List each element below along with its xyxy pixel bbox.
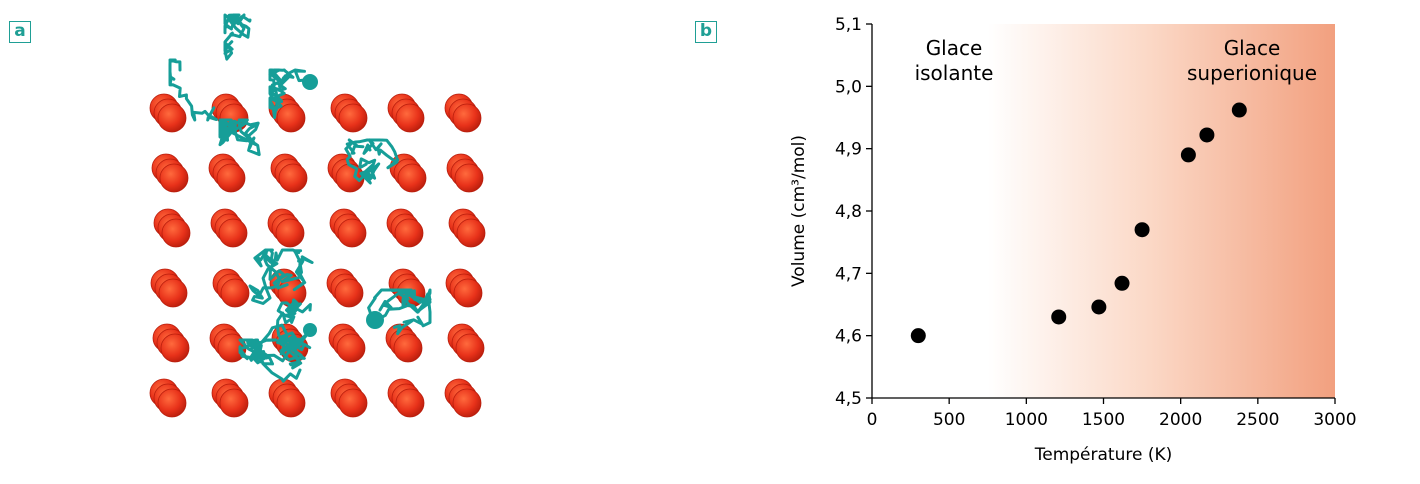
y-tick-label: 4,8 [835,202,862,222]
y-tick-label: 4,7 [835,264,862,284]
y-axis-label: Volume (cm³/mol) [789,135,809,287]
data-point [1180,147,1196,163]
oxygen-atom-cluster [210,208,248,248]
proton-cluster [366,311,384,329]
oxygen-atom-cluster [445,268,483,308]
proton-trajectory [367,288,432,336]
data-point [1091,299,1107,315]
panel-b-label: b [695,21,717,43]
annotation-superionic-ice-line1: Glace [1224,36,1281,60]
proton-trajectory [223,13,252,61]
oxygen-atom-cluster [150,268,188,308]
oxygen-atom-cluster [330,378,368,418]
proton-trajectory [218,118,261,157]
proton-trajectory [268,68,307,119]
x-tick-label: 2500 [1236,410,1279,430]
oxygen-atom-cluster [267,208,305,248]
proton-trajectory [168,58,218,122]
y-tick-label: 4,5 [835,389,862,409]
oxygen-atom-cluster [208,153,246,193]
oxygen-atom-cluster [387,378,425,418]
ice-simulation-illustration [149,13,486,418]
data-point [1051,309,1067,325]
annotation-insulating-ice-line2: isolante [915,61,994,85]
data-point [1114,275,1130,291]
panel-a-label: a [9,21,31,43]
oxygen-atom-cluster [389,153,427,193]
annotation-insulating-ice-line1: Glace [926,36,983,60]
oxygen-atom-cluster [268,378,306,418]
proton-trajectory [248,248,314,305]
oxygen-atom-cluster [444,378,482,418]
oxygen-lattice [149,93,486,418]
oxygen-atom-cluster [326,268,364,308]
proton-trajectory [255,298,312,370]
oxygen-atom-cluster [212,268,250,308]
oxygen-atom-cluster [211,378,249,418]
oxygen-atom-cluster [152,323,190,363]
x-tick-label: 500 [933,410,965,430]
oxygen-atom-cluster [209,323,247,363]
oxygen-atom-cluster [447,323,485,363]
proton-trajectories [168,13,432,383]
y-tick-label: 4,6 [835,327,862,347]
proton-trajectory [344,138,400,185]
x-tick-label: 3000 [1313,410,1356,430]
oxygen-atom-cluster [151,153,189,193]
phase-gradient-background [872,24,1335,398]
oxygen-atom-cluster [387,93,425,133]
y-tick-label: 4,9 [835,140,862,160]
oxygen-atom-cluster [444,93,482,133]
oxygen-atom-cluster [153,208,191,248]
oxygen-atom-cluster [448,208,486,248]
annotation-superionic-ice-line2: superionique [1187,61,1317,85]
data-point [1134,222,1150,238]
oxygen-atom-cluster [328,323,366,363]
volume-temperature-chart: 0 500 1000 1500 2000 2500 3000 4,5 4,6 4,7 4,8 4,9… [789,15,1357,465]
x-tick-label: 1000 [1005,410,1048,430]
data-point [910,328,926,344]
y-tick-label: 5,0 [835,77,862,97]
oxygen-atom-cluster [149,93,187,133]
data-points [910,102,1247,344]
y-tick-label: 5,1 [835,15,862,35]
x-tick-label: 2000 [1159,410,1202,430]
data-point [1231,102,1247,118]
oxygen-atom-cluster [270,153,308,193]
oxygen-atom-cluster [386,208,424,248]
oxygen-atom-cluster [329,208,367,248]
x-tick-label: 0 [867,410,878,430]
y-axis-ticks: 4,5 4,6 4,7 4,8 4,9 5,0 5,1 [835,15,872,409]
x-tick-label: 1500 [1082,410,1125,430]
data-point [1199,127,1215,143]
oxygen-atom-cluster [385,323,423,363]
oxygen-atom-cluster [330,93,368,133]
proton-trajectory [238,338,302,383]
x-axis-ticks: 0 500 1000 1500 2000 2500 3000 [867,398,1357,430]
x-axis-label: Température (K) [1034,445,1173,465]
proton-cluster [302,74,318,90]
proton-cluster [303,323,317,337]
oxygen-atom-cluster [149,378,187,418]
oxygen-atom-cluster [446,153,484,193]
